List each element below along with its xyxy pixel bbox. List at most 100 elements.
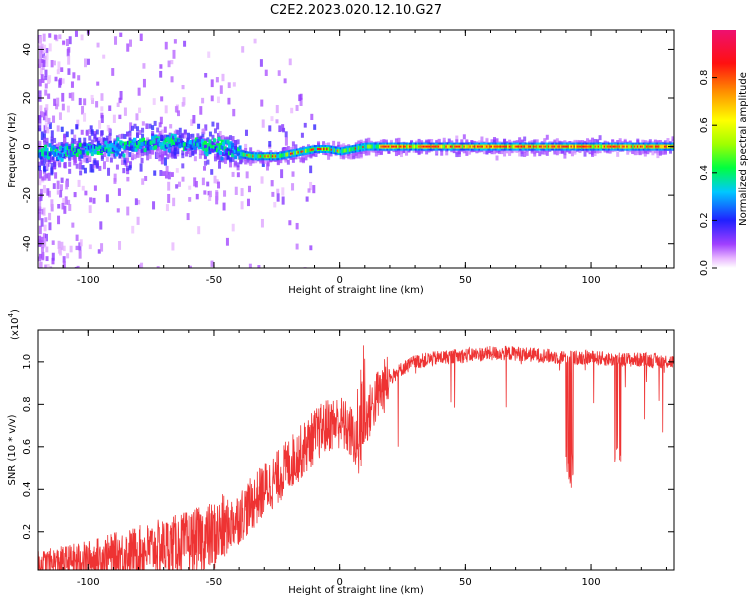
spectrogram-cell [160, 134, 164, 139]
spectrogram-cell [495, 148, 499, 154]
spectrogram-cell [465, 139, 469, 145]
spectrogram-cell [173, 138, 177, 143]
spectrogram-cell [46, 264, 50, 268]
spectrogram-cell [73, 134, 77, 140]
spectrogram-cell [151, 125, 155, 131]
spectrogram-cell [315, 147, 318, 151]
spectrogram-cell [158, 146, 162, 152]
spectrogram-cell [71, 151, 75, 156]
spectrogram-cell [71, 143, 75, 148]
spectrogram-cell [309, 148, 312, 151]
spectrogram-cell [194, 141, 198, 146]
spectrogram-cell [146, 146, 150, 151]
spectrogram-cell [111, 145, 115, 150]
spectrogram-cell [120, 141, 124, 146]
spectrogram-cell [89, 149, 93, 154]
spectrogram-cell [38, 225, 42, 235]
spectrogram-cell [53, 164, 57, 170]
spectrogram-cell [410, 145, 413, 148]
spectrogram-cell [206, 146, 210, 151]
spectrogram-cell [295, 243, 299, 250]
colorbar-tick-label: 0.6 [699, 117, 710, 133]
spectrogram-cell [193, 156, 197, 162]
spectrogram-cell [440, 144, 443, 149]
spectrogram-cell [59, 153, 63, 158]
spectrogram-cell [261, 161, 265, 167]
spectrogram-cell [43, 44, 47, 53]
spectrogram-cell [120, 160, 124, 166]
spectrogram-cell [264, 69, 268, 76]
svg-text:(x104): (x104) [7, 309, 21, 340]
spectrogram-cell [284, 146, 288, 152]
spectrogram-cell [439, 144, 442, 149]
spectrogram-cell [39, 193, 43, 201]
spectrogram-cell [51, 150, 55, 155]
spectrogram-cell [128, 152, 132, 158]
spectrogram-cell [90, 151, 94, 156]
spectrogram-cell [424, 145, 427, 148]
spectrogram-cell [565, 145, 568, 148]
spectrogram-cell [440, 150, 444, 156]
spectrogram-cell [177, 181, 181, 187]
spectrogram-cell [83, 112, 87, 122]
spectrogram-cell [160, 159, 164, 165]
spectrogram-cell [291, 155, 295, 160]
spectrogram-cell [193, 141, 197, 146]
spectrogram-cell [291, 141, 295, 147]
spectrogram-cell [56, 190, 60, 195]
spectrogram-cell [294, 144, 298, 150]
spectrogram-cell [183, 40, 187, 47]
spectrogram-cell [217, 145, 221, 150]
spectrogram-cell [573, 149, 577, 155]
spectrogram-cell [178, 132, 182, 138]
spectrogram-cell [646, 149, 650, 155]
spectrogram-cell [382, 139, 386, 145]
spectrogram-cell [289, 152, 292, 155]
spectrogram-cell [229, 135, 233, 141]
spectrogram-cell [136, 152, 140, 158]
spectrogram-cell [136, 140, 140, 145]
spectrogram-cell [92, 145, 96, 150]
spectrogram-cell [270, 154, 273, 159]
spectrogram-cell [412, 144, 415, 149]
spectrogram-cell [128, 39, 132, 47]
spectrogram-cell [597, 145, 600, 148]
spectrogram-cell [260, 218, 264, 228]
spectrogram-cell [131, 147, 135, 152]
spectrogram-cell [357, 153, 361, 159]
spectrogram-cell [40, 246, 44, 253]
spectrogram-cell [593, 138, 597, 144]
spectrogram-frame [37, 29, 675, 269]
spectrogram-cell [145, 123, 149, 130]
spectrogram-cell [39, 50, 43, 59]
spectrogram-cell [217, 136, 221, 141]
spectrogram-cell [159, 64, 163, 69]
spectrogram-cell [88, 135, 92, 141]
spectrogram-cell [451, 145, 454, 148]
spectrogram-cell [437, 139, 441, 145]
spectrogram-cell [53, 34, 57, 40]
spectrogram-cell [666, 144, 669, 149]
spectrogram-cell [274, 155, 277, 158]
spectrogram-cell [240, 188, 244, 197]
spectrogram-cell [556, 145, 559, 148]
spectrogram-cell [276, 193, 280, 202]
spectrogram-cell [389, 139, 393, 145]
spectrogram-cell [172, 141, 176, 146]
spectrogram-cell [369, 144, 372, 149]
spectrogram-cell [578, 140, 582, 146]
spectrogram-cell [38, 149, 41, 154]
spectrogram-cell [93, 144, 97, 149]
spectrogram-cell [298, 150, 301, 155]
spectrogram-cell [78, 250, 82, 259]
spectrogram-cell [288, 58, 292, 66]
spectrogram-cell [303, 122, 307, 128]
spectrogram-cell [139, 33, 143, 42]
spectrogram-cell [89, 197, 93, 203]
spectrogram-cell [216, 96, 220, 104]
spectrogram-cell [193, 177, 197, 187]
spectrogram-cell [476, 145, 479, 148]
spectrogram-cell [66, 105, 70, 113]
spectrogram-cell [219, 85, 223, 94]
spectrogram-cell [307, 148, 310, 153]
